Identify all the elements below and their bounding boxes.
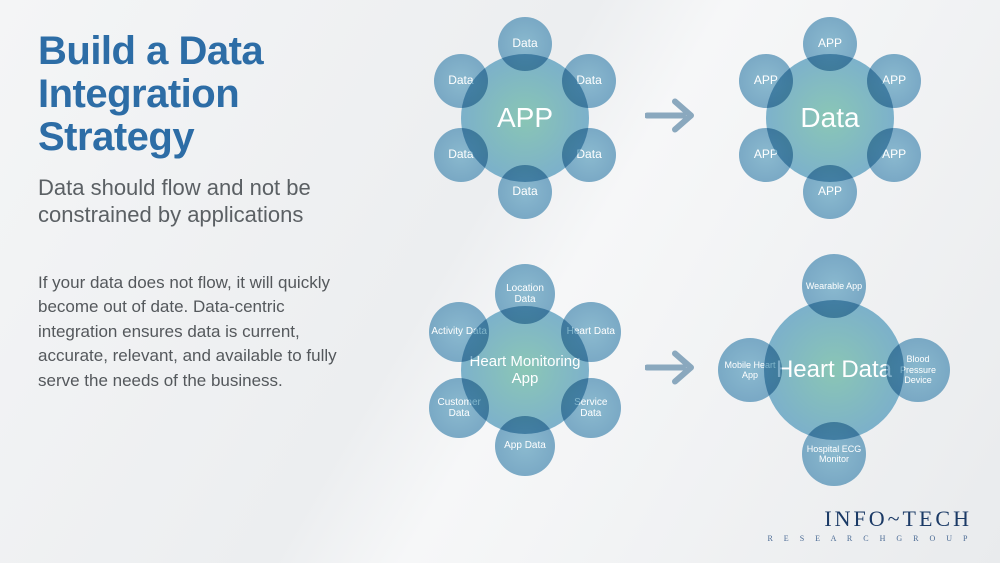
- satellite-node: Data: [562, 54, 616, 108]
- satellite-node: Service Data: [561, 378, 621, 438]
- cluster-app-centric-example: Heart Monitoring AppLocation DataHeart D…: [419, 264, 631, 476]
- satellite-node: APP: [867, 128, 921, 182]
- text-column: Build a Data Integration Strategy Data s…: [38, 30, 398, 394]
- satellite-node: Activity Data: [429, 302, 489, 362]
- satellite-node: APP: [739, 128, 793, 182]
- page-subtitle: Data should flow and not be constrained …: [38, 174, 398, 229]
- satellite-node: Data: [434, 54, 488, 108]
- satellite-node: Customer Data: [429, 378, 489, 438]
- satellite-node: Mobile Heart App: [718, 338, 782, 402]
- satellite-node: Hospital ECG Monitor: [802, 422, 866, 486]
- satellite-node: App Data: [495, 416, 555, 476]
- satellite-node: Data: [562, 128, 616, 182]
- satellite-node: APP: [867, 54, 921, 108]
- satellite-node: Blood Pressure Device: [886, 338, 950, 402]
- center-node: Heart Data: [764, 300, 904, 440]
- satellite-node: APP: [803, 17, 857, 71]
- page-title: Build a Data Integration Strategy: [38, 30, 398, 160]
- satellite-node: APP: [803, 165, 857, 219]
- satellite-node: APP: [739, 54, 793, 108]
- arrow-icon: [645, 96, 701, 141]
- satellite-node: Data: [498, 165, 552, 219]
- logo-main-text: INFO~TECH: [767, 506, 972, 532]
- cluster-data-centric-generic: DataAPPAPPAPPAPPAPPAPP: [729, 17, 931, 219]
- satellite-node: Heart Data: [561, 302, 621, 362]
- body-paragraph: If your data does not flow, it will quic…: [38, 271, 358, 394]
- infotech-logo: INFO~TECH R E S E A R C H G R O U P: [767, 506, 972, 543]
- satellite-node: Location Data: [495, 264, 555, 324]
- cluster-app-centric-generic: APPDataDataDataDataDataData: [424, 17, 626, 219]
- logo-sub-text: R E S E A R C H G R O U P: [767, 534, 972, 543]
- satellite-node: Data: [498, 17, 552, 71]
- cluster-data-centric-example: Heart DataWearable App Blood Pressure Dev…: [718, 254, 950, 486]
- satellite-node: Data: [434, 128, 488, 182]
- diagram-area: APPDataDataDataDataDataDataDataAPPAPPAPP…: [410, 0, 1000, 563]
- arrow-icon: [645, 348, 701, 393]
- satellite-node: Wearable App: [802, 254, 866, 318]
